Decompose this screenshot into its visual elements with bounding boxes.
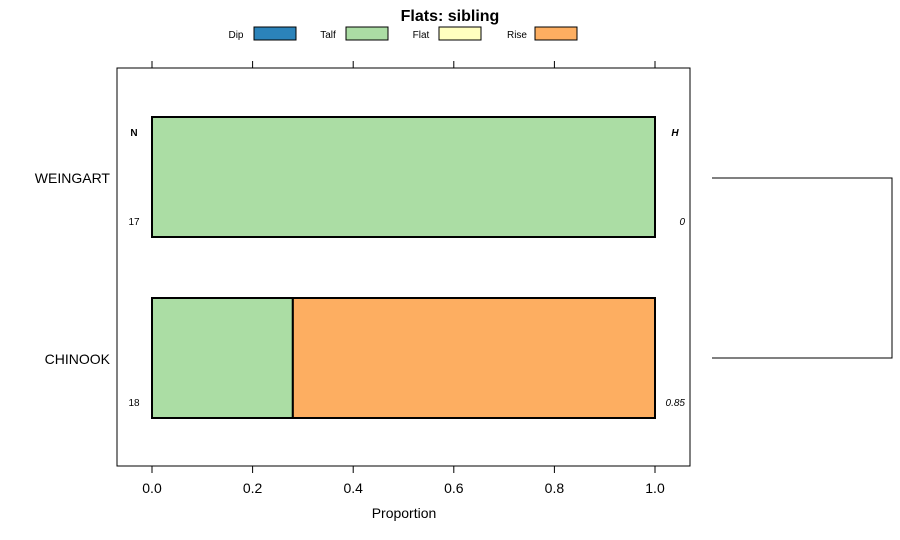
n-header: N <box>130 128 137 139</box>
x-tick-label: 0.6 <box>444 480 464 496</box>
legend-swatch <box>438 26 482 41</box>
legend-label: Talf <box>320 30 336 41</box>
bar-segment <box>151 297 294 419</box>
x-tick-label: 0.0 <box>142 480 162 496</box>
h-value: 0.85 <box>666 398 686 409</box>
legend-label: Flat <box>413 30 430 41</box>
category-labels: WEINGART CHINOOK <box>35 170 111 367</box>
chart-title: Flats: sibling <box>401 8 500 25</box>
x-axis-label: Proportion <box>372 505 437 521</box>
legend-swatch <box>534 26 578 41</box>
top-axis-ticks <box>151 61 656 68</box>
legend-swatch <box>345 26 389 41</box>
x-tick-label: 1.0 <box>645 480 665 496</box>
legend-swatch <box>253 26 297 41</box>
bar-segment <box>291 297 656 419</box>
legend-label: Rise <box>507 30 527 41</box>
x-axis: 0.0 0.2 0.4 0.6 0.8 1.0 <box>142 466 665 496</box>
x-tick-label: 0.4 <box>343 480 363 496</box>
category-label: CHINOOK <box>45 351 111 367</box>
n-value: 18 <box>128 398 140 409</box>
dendrogram-bracket <box>712 177 893 359</box>
legend-label: Dip <box>228 30 243 41</box>
x-tick-label: 0.8 <box>545 480 565 496</box>
bar-segment <box>151 116 656 238</box>
row-stats: 17 0 18 0.85 <box>128 217 685 409</box>
x-tick-label: 0.2 <box>243 480 263 496</box>
bars <box>151 116 656 419</box>
h-value: 0 <box>679 217 685 228</box>
plot-frame <box>116 67 691 467</box>
n-value: 17 <box>128 217 140 228</box>
legend: Dip Talf Flat Rise <box>228 26 578 41</box>
category-label: WEINGART <box>35 170 111 186</box>
h-header: H <box>671 128 679 139</box>
